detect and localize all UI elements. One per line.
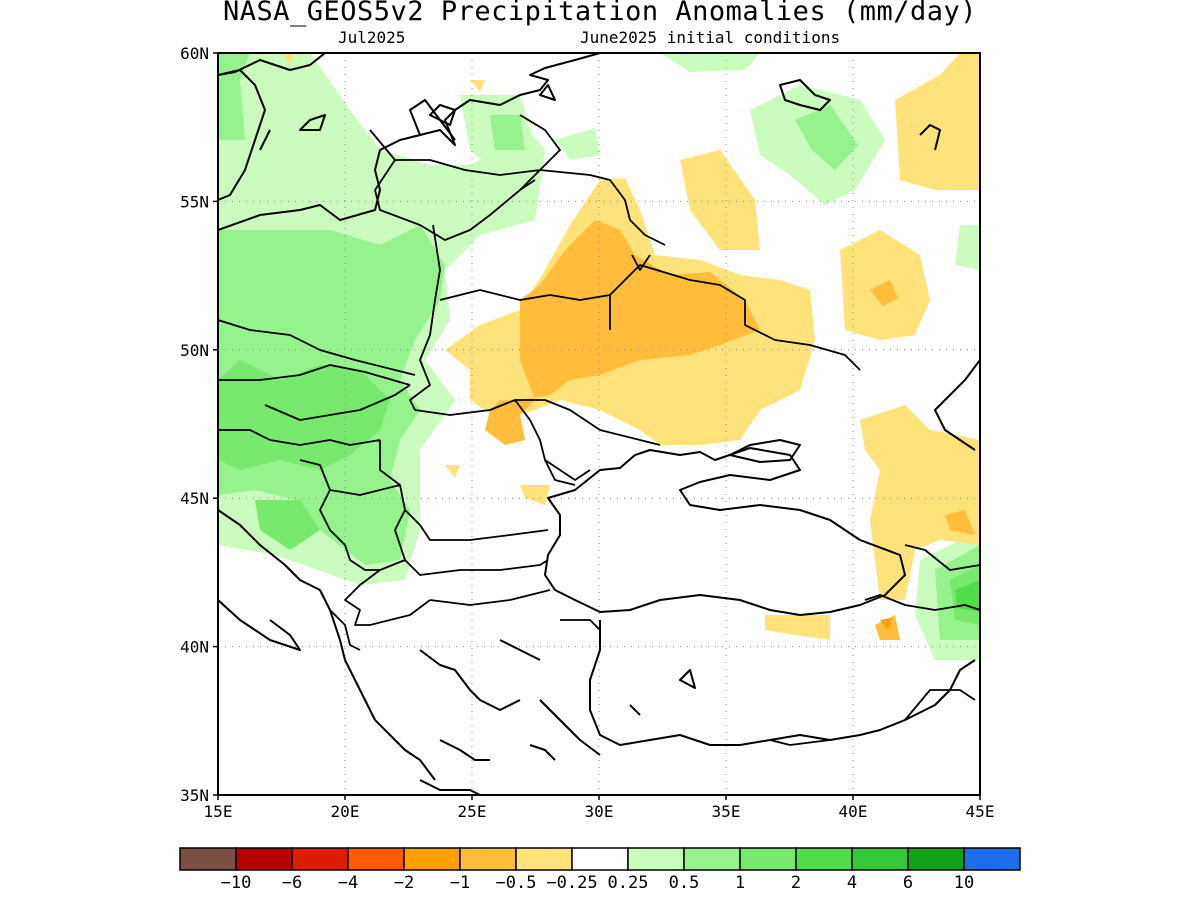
forecast-month: Jul2025 [338,28,406,47]
lake-ladoga [779,79,831,111]
colorbar-label: −0.25 [546,873,597,893]
colorbar-swatch [235,847,293,871]
initial-conditions: June2025 initial conditions [580,28,841,47]
anatolia-coast [589,620,976,746]
wet-anomaly-strong [218,360,980,625]
colorbar-label: 0.25 [608,873,649,893]
lon-tick-label: 15E [204,802,233,821]
colorbar-swatch [851,847,909,871]
coastlines-and-borders [218,53,980,795]
lon-tick-label: 25E [458,802,487,821]
gulf-of-riga [409,99,456,141]
colorbar-swatch [291,847,349,871]
dry-anomaly-strong [880,618,892,630]
baltic-coastline [218,53,601,231]
colorbar-swatch [571,847,629,871]
longitude-axis: 15E 20E 25E 30E 35E 40E 45E [204,795,995,821]
islands [259,84,696,795]
colorbar [179,847,1021,871]
colorbar-swatch [739,847,797,871]
colorbar-label: 6 [903,873,913,893]
colorbar-swatch [795,847,853,871]
white-sea-coast [919,124,941,151]
gridlines [218,53,980,795]
colorbar-label: −2 [394,873,414,893]
lon-tick-label: 45E [966,802,995,821]
lon-tick-label: 30E [585,802,614,821]
lat-tick-label: 50N [180,341,209,360]
colorbar-swatch [683,847,741,871]
country-borders [218,114,980,746]
colorbar-swatch [963,847,1021,871]
adriatic-coast [218,509,376,721]
colorbar-swatch [515,847,573,871]
scandinavia-coast [218,53,326,76]
lat-tick-label: 55N [180,192,209,211]
colorbar-label: 4 [847,873,857,893]
colorbar-label: −0.5 [496,873,537,893]
colorbar-swatch [347,847,405,871]
colorbar-label: 0.5 [669,873,700,893]
colorbar-label: 1 [735,873,745,893]
black-sea-coastline [544,447,906,616]
colorbar-swatch [179,847,237,871]
colorbar-label: −1 [450,873,470,893]
colorbar-swatch [403,847,461,871]
sea-of-azov [729,439,801,463]
latitude-axis: 35N 40N 45N 50N 55N 60N [180,44,218,805]
colorbar-labels: −10 −6 −4 −2 −1 −0.5 −0.25 0.25 0.5 1 2 4 6 10 [221,873,975,893]
wet-anomaly-very-strong [955,580,980,612]
chart-title: NASA_GEOS5v2 Precipitation Anomalies (mm… [223,0,977,27]
lat-tick-label: 40N [180,638,209,657]
colorbar-label: −10 [221,873,252,893]
lat-tick-label: 35N [180,786,209,805]
colorbar-label: 2 [791,873,801,893]
lon-tick-label: 35E [712,802,741,821]
dry-anomaly-moderate [485,220,975,640]
caspian-coast [934,359,980,451]
colorbar-swatch [907,847,965,871]
colorbar-label: −4 [338,873,358,893]
colorbar-label: −6 [282,873,302,893]
colorbar-swatch [627,847,685,871]
lon-tick-label: 40E [839,802,868,821]
colorbar-label: 10 [954,873,974,893]
lon-tick-label: 20E [331,802,360,821]
colorbar-swatch [459,847,517,871]
aegean-coast [374,639,601,781]
lat-tick-label: 60N [180,44,209,63]
anomaly-fields [218,53,980,660]
lat-tick-label: 45N [180,489,209,508]
